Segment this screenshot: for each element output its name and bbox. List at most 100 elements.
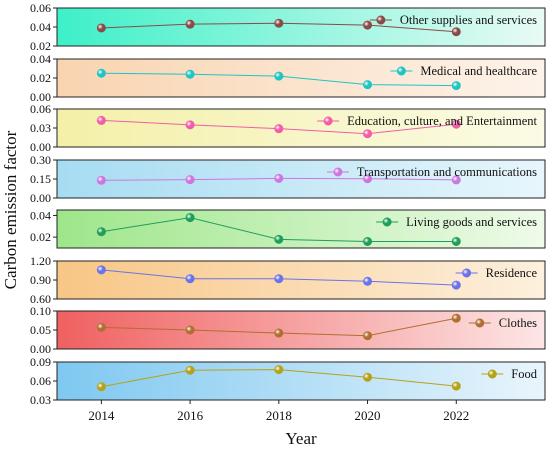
data-point: [185, 69, 195, 79]
data-point: [451, 313, 461, 323]
legend-label: Medical and healthcare: [420, 64, 537, 78]
legend-label: Clothes: [499, 316, 537, 330]
y-tick-label: 0.06: [30, 374, 51, 388]
y-tick-label: 0.02: [30, 71, 51, 85]
y-tick-label: 0.00: [30, 342, 51, 356]
panel-1: 0.02 0.04 0.06 Other supplies and services: [30, 1, 546, 53]
y-tick-label: 0.15: [30, 172, 51, 186]
x-axis-label: Year: [285, 429, 317, 448]
y-tick-label: 0.06: [30, 1, 51, 15]
data-point: [363, 174, 373, 184]
data-point: [274, 173, 284, 183]
data-point: [96, 115, 106, 125]
panel-background: [57, 109, 545, 147]
y-tick-label: 0.09: [30, 355, 51, 369]
legend-label: Living goods and services: [406, 215, 537, 229]
data-point: [185, 175, 195, 185]
data-point: [96, 227, 106, 237]
data-point: [185, 325, 195, 335]
legend-label: Other supplies and services: [400, 13, 537, 27]
data-point: [363, 80, 373, 90]
panel-background: [57, 362, 545, 400]
data-point: [363, 20, 373, 30]
legend-label: Transportation and communications: [357, 165, 537, 179]
x-tick-label: 2016: [177, 408, 204, 423]
panel-2: 0.00 0.02 0.04 Medical and healthcare: [30, 52, 546, 104]
y-tick-label: 0.00: [30, 191, 51, 205]
data-point: [185, 213, 195, 223]
panel-4: 0.00 0.15 0.30 Transportation and communica…: [30, 153, 546, 205]
y-tick-label: 0.03: [30, 121, 51, 135]
x-tick-label: 2020: [355, 408, 381, 423]
data-point: [363, 276, 373, 286]
y-tick-label: 0.00: [30, 140, 51, 154]
panel-background: [57, 311, 545, 349]
y-tick-label: 0.60: [30, 292, 51, 306]
data-point: [185, 274, 195, 284]
legend-label: Food: [511, 367, 537, 381]
data-point: [451, 119, 461, 129]
panel-8: 0.03 0.06 0.09 Food: [30, 355, 546, 407]
legend-marker: [376, 15, 386, 25]
legend-marker: [396, 66, 406, 76]
y-tick-label: 0.04: [30, 20, 51, 34]
data-point: [185, 120, 195, 130]
x-tick-label: 2022: [443, 408, 469, 423]
data-point: [96, 382, 106, 392]
legend-marker: [333, 167, 343, 177]
data-point: [363, 372, 373, 382]
data-point: [96, 68, 106, 78]
panel-background: [57, 210, 545, 248]
legend-marker: [475, 318, 485, 328]
y-tick-label: 0.03: [30, 393, 51, 407]
data-point: [363, 331, 373, 341]
panel-frame: [56, 209, 546, 249]
y-tick-label: 0.04: [30, 208, 51, 222]
data-point: [185, 365, 195, 375]
data-point: [96, 265, 106, 275]
data-point: [363, 236, 373, 246]
legend-marker: [462, 268, 472, 278]
data-point: [274, 234, 284, 244]
data-point: [451, 175, 461, 185]
data-point: [451, 236, 461, 246]
data-point: [451, 280, 461, 290]
data-point: [274, 365, 284, 375]
data-point: [274, 18, 284, 28]
y-tick-label: 0.30: [30, 153, 51, 167]
data-point: [363, 129, 373, 139]
panel-3: 0.00 0.03 0.06 Education, culture, and Ente…: [30, 102, 546, 154]
data-point: [96, 175, 106, 185]
data-point: [274, 124, 284, 134]
legend-marker: [382, 217, 392, 227]
panel-background: [57, 160, 545, 198]
x-axis: 2014 2016 2018 2020 2022: [88, 400, 469, 423]
y-tick-label: 0.00: [30, 90, 51, 104]
y-tick-label: 0.06: [30, 102, 51, 116]
y-tick-label: 0.04: [30, 52, 51, 66]
y-tick-label: 0.10: [30, 304, 51, 318]
data-point: [274, 328, 284, 338]
legend-label: Residence: [486, 266, 538, 280]
data-point: [451, 27, 461, 37]
y-tick-label: 0.02: [30, 230, 51, 244]
legend-marker: [323, 116, 333, 126]
data-point: [451, 81, 461, 91]
data-point: [185, 19, 195, 29]
x-tick-label: 2014: [88, 408, 115, 423]
panel-background: [57, 8, 545, 46]
data-point: [96, 322, 106, 332]
panel-background: [57, 261, 545, 299]
y-tick-label: 0.90: [30, 273, 51, 287]
panel-5: 0.02 0.04 Living goods and services: [30, 208, 546, 249]
x-tick-label: 2018: [266, 408, 292, 423]
y-tick-label: 0.05: [30, 323, 51, 337]
panel-6: 0.60 0.90 1.20 Residence: [30, 254, 546, 306]
y-axis-label: Carbon emission factor: [1, 130, 20, 289]
data-point: [274, 274, 284, 284]
legend-label: Education, culture, and Entertainment: [347, 114, 537, 128]
y-tick-label: 0.02: [30, 39, 51, 53]
panel-7: 0.00 0.05 0.10 Clothes: [30, 304, 546, 356]
